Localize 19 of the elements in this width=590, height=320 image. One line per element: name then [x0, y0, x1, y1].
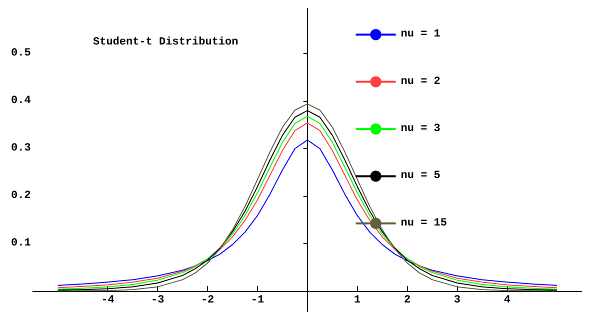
y-tick-label: 0.2: [10, 190, 31, 202]
x-tick-label: 2: [404, 294, 411, 306]
text: Student-t Distribution: [93, 36, 238, 48]
x-tick-label: 4: [504, 294, 511, 306]
legend-label: nu = 15: [400, 217, 448, 230]
legend-label: nu = 1: [400, 28, 441, 41]
x-tick-label: 3: [454, 294, 461, 306]
x-tick-label: -4: [101, 294, 115, 306]
legend-label: nu = 2: [400, 76, 440, 88]
legend-label: nu = 3: [400, 123, 441, 135]
legend-label: nu = 5: [400, 170, 441, 182]
y-tick-label: 0.1: [10, 238, 32, 250]
x-tick-label: -2: [200, 294, 214, 306]
y-tick-label: 0.3: [10, 142, 32, 155]
y-tick-label: 0.4: [10, 95, 32, 108]
y-tick-label: 0.5: [10, 48, 32, 60]
x-tick-label: 1: [354, 294, 362, 306]
x-tick-label: -3: [151, 294, 165, 306]
x-tick-label: -1: [250, 294, 264, 306]
